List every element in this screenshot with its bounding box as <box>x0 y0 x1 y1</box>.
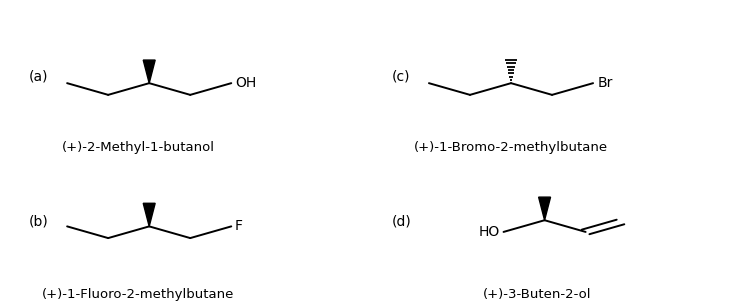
Text: (+)-2-Methyl-1-butanol: (+)-2-Methyl-1-butanol <box>61 141 215 154</box>
Polygon shape <box>539 197 551 220</box>
Text: (a): (a) <box>28 70 48 84</box>
Text: (+)-1-Bromo-2-methylbutane: (+)-1-Bromo-2-methylbutane <box>414 141 608 154</box>
Text: (+)-1-Fluoro-2-methylbutane: (+)-1-Fluoro-2-methylbutane <box>42 288 234 301</box>
Polygon shape <box>143 203 155 226</box>
Text: F: F <box>234 219 242 233</box>
Text: OH: OH <box>236 76 257 90</box>
Polygon shape <box>143 60 155 83</box>
Text: (b): (b) <box>28 215 48 229</box>
Text: HO: HO <box>479 225 500 239</box>
Text: (d): (d) <box>392 215 411 229</box>
Text: Br: Br <box>598 76 613 90</box>
Text: (c): (c) <box>392 70 410 84</box>
Text: (+)-3-Buten-2-ol: (+)-3-Buten-2-ol <box>483 288 592 301</box>
